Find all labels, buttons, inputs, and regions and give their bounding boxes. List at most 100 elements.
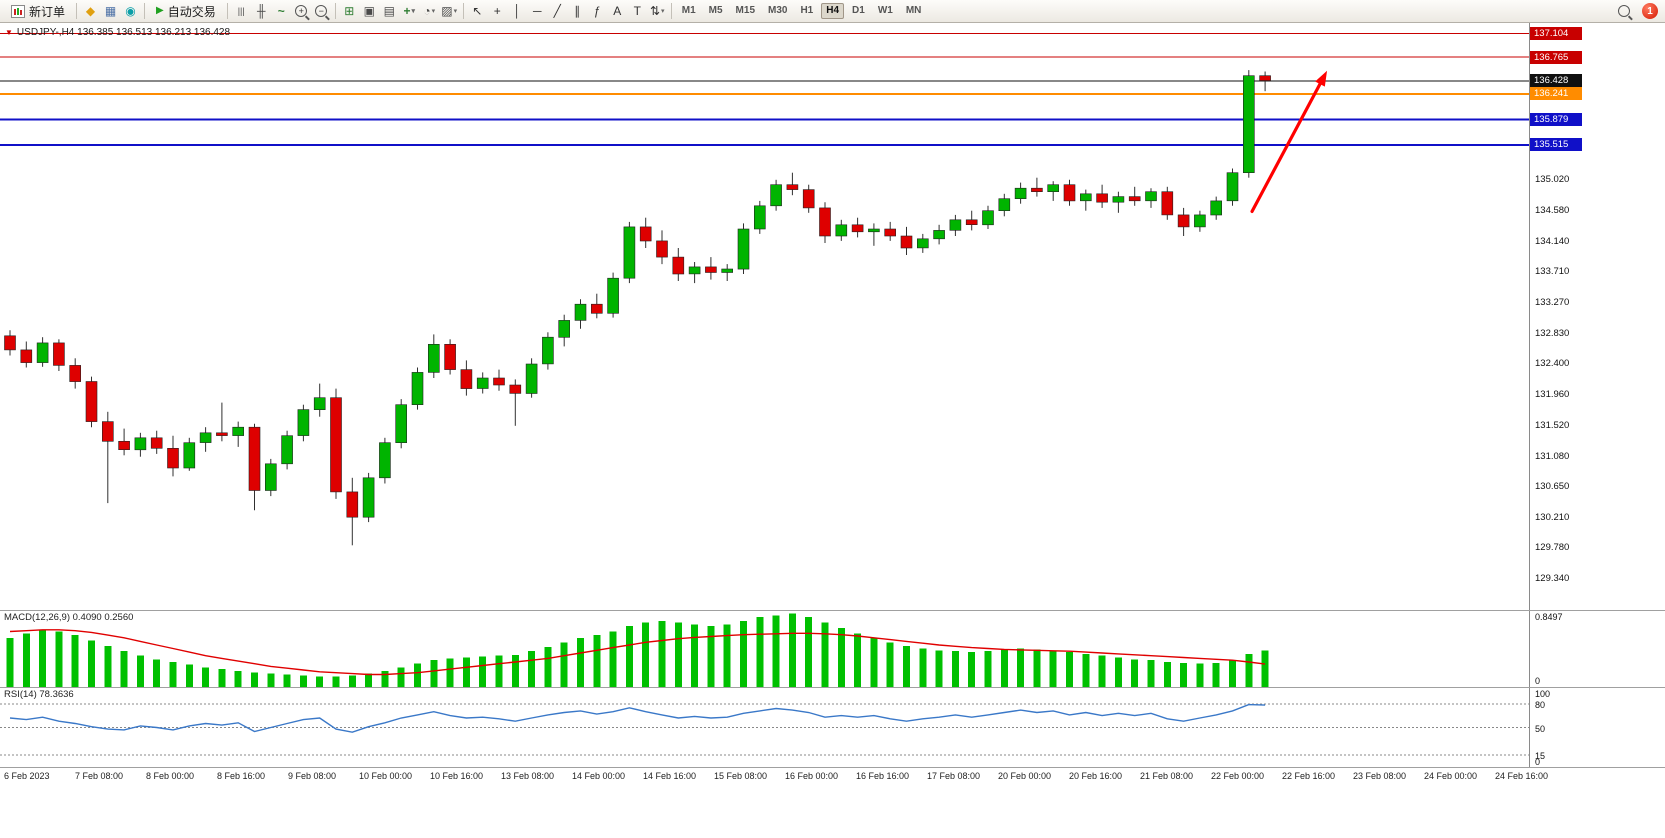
main-toolbar: 新订单 ◆ ▦ ◉ ▶ 自动交易 ||| ╫ ~ + − ⊞ ▣ ▤ + ▾ ◔ ▾ ▨ ▾ ↖ + │ ─ ╱ ∥ ƒ A T…: [0, 0, 1665, 23]
price-chart-panel[interactable]: ▼ USDJPY-,H4 136.385 136.513 136.213 136…: [0, 23, 1529, 610]
search-icon[interactable]: [1614, 2, 1633, 20]
price-axis-label: 134.580: [1535, 205, 1570, 216]
time-axis-label: 20 Feb 16:00: [1069, 771, 1123, 781]
indicators-icon[interactable]: ▨ ▾: [441, 4, 458, 18]
trendline-icon[interactable]: ╱: [553, 4, 561, 18]
price-chart: [0, 32, 1529, 546]
trend-arrow[interactable]: [1250, 82, 1322, 214]
vertical-line-icon[interactable]: │: [513, 4, 521, 18]
rsi-scale: 100 80 50 15 0: [1529, 688, 1665, 767]
time-axis-label: 24 Feb 16:00: [1495, 771, 1549, 781]
time-axis-label: 16 Feb 00:00: [785, 771, 839, 781]
time-axis-label: 15 Feb 08:00: [714, 771, 768, 781]
price-level-tag[interactable]: 135.879: [1530, 113, 1582, 126]
symbol-header: ▼ USDJPY-,H4 136.385 136.513 136.213 136…: [5, 27, 230, 38]
time-axis-label: 9 Feb 08:00: [288, 771, 337, 781]
timeframe-button-MN[interactable]: MN: [905, 5, 922, 16]
fibonacci-icon[interactable]: ƒ: [593, 4, 601, 18]
horizontal-line-icon[interactable]: ─: [532, 4, 542, 18]
zoom-out-icon[interactable]: −: [312, 2, 331, 20]
price-scale[interactable]: 135.020 134.580 134.140 133.710 133.270 132.8…: [1529, 23, 1665, 610]
price-level-tag[interactable]: 136.765: [1530, 51, 1582, 64]
bar-chart-icon[interactable]: |||: [237, 5, 245, 16]
time-axis-label: 17 Feb 08:00: [927, 771, 981, 781]
timeframe-button-M30[interactable]: M30: [768, 5, 788, 16]
shapes-icon[interactable]: ⇅ ▾: [649, 4, 665, 18]
timeframe-button-H4[interactable]: H4: [821, 3, 845, 19]
price-axis-label: 135.020: [1535, 174, 1570, 185]
period-icon[interactable]: ◔ ▾: [423, 4, 436, 18]
time-axis-label: 24 Feb 00:00: [1424, 771, 1478, 781]
macd-panel[interactable]: MACD(12,26,9) 0.4090 0.2560: [0, 611, 1529, 687]
candlestick-chart-icon[interactable]: ╫: [256, 4, 266, 18]
label-icon[interactable]: T: [633, 4, 641, 18]
time-axis[interactable]: 6 Feb 2023 7 Feb 08:00 8 Feb 00:00 8 Feb 16…: [0, 768, 1665, 790]
toolbar-icon-group-a: ◆ ▦ ◉: [73, 0, 148, 22]
current-price-tag[interactable]: 136.428: [1530, 74, 1582, 87]
line-chart-icon[interactable]: ~: [277, 4, 285, 18]
rsi-axis-label: 0: [1535, 757, 1541, 767]
price-level-tag[interactable]: 135.515: [1530, 138, 1582, 151]
arrange-windows-icon[interactable]: ▤: [383, 4, 395, 18]
time-axis-label: 14 Feb 16:00: [643, 771, 697, 781]
autotrade-play-icon: ▶: [156, 5, 164, 16]
cursor-icon[interactable]: ↖: [472, 4, 483, 18]
timeframe-button-W1[interactable]: W1: [877, 5, 893, 16]
toolbar-separator: [462, 3, 464, 19]
toolbar-icon-group-b: ||| ╫ ~ + − ⊞ ▣ ▤ + ▾ ◔ ▾ ▨ ▾ ↖ + │ ─ ╱ ∥ ƒ A T ⇅ ▾: [224, 0, 675, 22]
zoom-in-icon[interactable]: +: [292, 2, 311, 20]
macd-signal-line: [9, 629, 1266, 676]
price-axis-label: 132.400: [1535, 358, 1570, 369]
macd-chart: [6, 613, 1269, 687]
autotrade-button[interactable]: ▶ 自动交易: [149, 2, 223, 20]
time-axis-label: 21 Feb 08:00: [1140, 771, 1194, 781]
toolbar-separator: [76, 3, 78, 19]
timeframe-button-M1[interactable]: M1: [681, 5, 696, 16]
panel-separator[interactable]: [0, 687, 1665, 688]
new-order-label: 新订单: [29, 4, 66, 19]
price-axis-label: 131.960: [1535, 389, 1570, 400]
time-axis-label: 8 Feb 00:00: [146, 771, 195, 781]
tile-windows-icon[interactable]: ⊞: [344, 4, 355, 18]
market-watch-icon[interactable]: ▦: [104, 4, 117, 18]
macd-scale: 0.8497 0: [1529, 611, 1665, 687]
new-chart-icon[interactable]: + ▾: [403, 4, 415, 18]
new-order-button[interactable]: 新订单: [4, 2, 72, 20]
symbol-ohlc-text: USDJPY-,H4 136.385 136.513 136.213 136.4…: [16, 27, 231, 38]
timeframe-button-M5[interactable]: M5: [708, 5, 723, 16]
macd-label: MACD(12,26,9) 0.4090 0.2560: [4, 612, 134, 623]
toolbar-left: 新订单 ◆ ▦ ◉ ▶ 自动交易 ||| ╫ ~ + − ⊞ ▣ ▤ + ▾ ◔ ▾ ▨ ▾ ↖ + │ ─ ╱ ∥ ƒ A T…: [4, 0, 1614, 22]
time-axis-label: 10 Feb 16:00: [430, 771, 484, 781]
help-icon[interactable]: ◉: [125, 4, 136, 18]
time-axis-label: 23 Feb 08:00: [1353, 771, 1407, 781]
toolbar-separator: [226, 3, 228, 19]
rsi-axis-label: 15: [1535, 751, 1546, 761]
cascade-windows-icon[interactable]: ▣: [363, 4, 375, 18]
timeframe-button-H1[interactable]: H1: [800, 5, 814, 16]
time-axis-label: 6 Feb 2023: [4, 771, 50, 781]
text-icon[interactable]: A: [613, 4, 622, 18]
rsi-axis-label: 50: [1535, 724, 1546, 734]
time-axis-label: 10 Feb 00:00: [359, 771, 413, 781]
channel-icon[interactable]: ∥: [574, 4, 581, 18]
timeframe-button-D1[interactable]: D1: [852, 5, 865, 16]
panel-separator[interactable]: [0, 610, 1665, 611]
toolbar-separator: [334, 3, 336, 19]
crosshair-icon[interactable]: +: [493, 4, 501, 18]
time-axis-label: 22 Feb 00:00: [1211, 771, 1265, 781]
notification-badge[interactable]: 1: [1642, 3, 1658, 19]
price-axis-label: 134.140: [1535, 236, 1570, 247]
price-level-tag[interactable]: 136.241: [1530, 87, 1582, 100]
price-axis-label: 129.780: [1535, 542, 1570, 553]
price-axis-label: 129.340: [1535, 573, 1570, 584]
macd-axis-label: 0: [1535, 676, 1541, 686]
price-level-tag[interactable]: 137.104: [1530, 27, 1582, 40]
rsi-axis-label: 100: [1535, 689, 1551, 699]
toolbar-right: 1: [1614, 2, 1661, 20]
timeframe-button-M15[interactable]: M15: [735, 5, 755, 16]
rsi-panel[interactable]: RSI(14) 78.3636: [0, 688, 1529, 767]
mql5-community-icon[interactable]: ◆: [85, 4, 96, 18]
toolbar-separator: [670, 3, 672, 19]
symbol-marker-icon: ▼: [5, 27, 13, 37]
